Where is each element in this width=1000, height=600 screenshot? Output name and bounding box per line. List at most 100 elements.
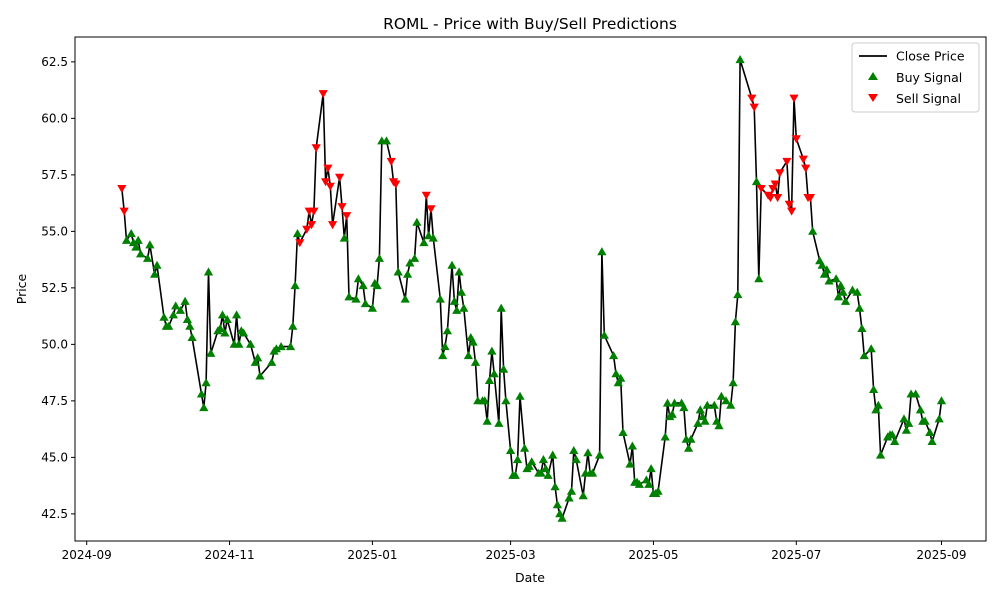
buy-signal-marker — [501, 396, 511, 405]
buy-signal-marker — [859, 351, 869, 360]
buy-signal-marker — [840, 296, 851, 305]
buy-signal-marker — [583, 448, 593, 457]
buy-signal-marker — [618, 427, 628, 436]
buy-signal-marker — [564, 493, 574, 502]
buy-signal-marker — [684, 443, 694, 452]
buy-signal-marker — [126, 229, 136, 238]
buy-signal-marker — [459, 303, 469, 312]
buy-signal-marker — [255, 371, 265, 380]
buy-signal-marker — [435, 294, 445, 303]
buy-signal-marker — [454, 267, 464, 276]
buy-signal-marker — [904, 418, 914, 427]
y-tick-label: 42.5 — [41, 507, 68, 521]
buy-signal-marker — [597, 247, 607, 256]
buy-signal-marker — [819, 269, 829, 278]
buy-signal-marker — [487, 346, 497, 355]
buy-signal-marker — [253, 353, 263, 362]
buy-signal-marker — [136, 249, 146, 258]
buy-signal-marker — [403, 269, 413, 278]
buy-signal-marker — [339, 233, 349, 242]
buy-signal-marker — [901, 425, 911, 434]
buy-signal-marker — [159, 312, 169, 321]
x-tick-label: 2025-05 — [628, 548, 678, 562]
buy-signal-marker — [220, 328, 230, 337]
buy-signal-marker — [557, 513, 567, 522]
buy-signal-marker — [520, 443, 530, 452]
legend-label-close: Close Price — [896, 49, 965, 64]
x-tick-label: 2025-07 — [771, 548, 821, 562]
sell-signal-marker — [323, 164, 333, 173]
buy-signal-marker — [735, 55, 745, 64]
sell-signal-marker — [801, 164, 811, 173]
buy-signal-marker — [730, 317, 740, 326]
x-tick-label: 2024-09 — [62, 548, 112, 562]
buy-signal-marker — [625, 459, 635, 468]
buy-signal-marker — [571, 455, 581, 464]
buy-signal-marker — [246, 339, 256, 348]
buy-signal-marker — [440, 342, 450, 351]
buy-signal-marker — [616, 373, 626, 382]
y-tick-label: 50.0 — [41, 338, 68, 352]
buy-signal-marker — [506, 446, 516, 454]
buy-signal-marker — [482, 416, 492, 425]
buy-signal-marker — [569, 446, 579, 454]
buy-signal-marker — [733, 290, 743, 299]
buy-signal-marker — [499, 364, 509, 373]
buy-signal-marker — [634, 479, 644, 488]
buy-signal-marker — [550, 482, 560, 491]
plot-frame — [74, 36, 987, 542]
sell-signal-marker — [749, 103, 759, 112]
buy-signal-marker — [143, 253, 153, 262]
buy-signal-marker — [920, 416, 930, 425]
buy-signal-marker — [239, 328, 249, 337]
buy-signal-marker — [180, 296, 190, 305]
buy-signal-marker — [702, 400, 712, 409]
buy-signal-marker — [709, 400, 719, 409]
sell-signal-marker — [386, 157, 396, 166]
buy-signal-marker — [686, 434, 696, 443]
sell-signal-marker — [791, 135, 801, 144]
buy-signal-marker — [222, 314, 232, 323]
buy-signal-marker — [644, 479, 654, 488]
sell-signal-marker — [119, 207, 129, 216]
buy-signal-marker — [468, 337, 478, 346]
buy-signal-marker — [754, 274, 764, 283]
buy-signal-marker — [164, 321, 174, 330]
buy-signal-marker — [267, 357, 277, 366]
sell-signal-marker — [309, 207, 319, 216]
buy-signal-marker — [199, 403, 209, 412]
buy-signal-marker — [496, 303, 506, 312]
buy-signal-marker — [442, 326, 452, 335]
buy-signal-marker — [660, 432, 670, 441]
sell-signal-marker — [302, 225, 312, 234]
plot-content — [117, 55, 947, 522]
buy-signal-marker — [876, 450, 886, 459]
sell-signal-marker — [295, 239, 305, 248]
buy-signal-marker — [669, 398, 680, 407]
buy-signal-marker — [817, 260, 827, 269]
sell-signal-marker — [426, 205, 436, 214]
y-tick-label: 60.0 — [41, 112, 68, 126]
buy-signal-marker — [831, 274, 841, 283]
buy-signal-marker — [405, 258, 415, 267]
buy-signal-marker — [182, 314, 192, 323]
buy-signal-marker — [215, 324, 225, 332]
buy-signal-marker — [527, 457, 537, 466]
y-tick-label: 52.5 — [41, 281, 68, 295]
legend-buy-swatch-icon — [868, 72, 878, 80]
buy-signal-marker — [934, 414, 944, 423]
sell-signal-marker — [798, 155, 808, 164]
buy-signal-marker — [667, 409, 677, 418]
buy-signal-marker — [925, 427, 935, 436]
buy-signal-marker — [915, 405, 925, 414]
buy-signal-marker — [552, 500, 562, 509]
buy-signal-marker — [131, 242, 141, 251]
buy-signal-marker — [613, 378, 623, 387]
buy-signal-marker — [515, 391, 525, 400]
sell-signal-marker — [756, 185, 766, 193]
buy-signal-marker — [121, 235, 132, 244]
x-tick-label: 2025-01 — [347, 548, 397, 562]
sell-signal-marker — [337, 203, 347, 212]
buy-signal-marker — [599, 330, 609, 339]
